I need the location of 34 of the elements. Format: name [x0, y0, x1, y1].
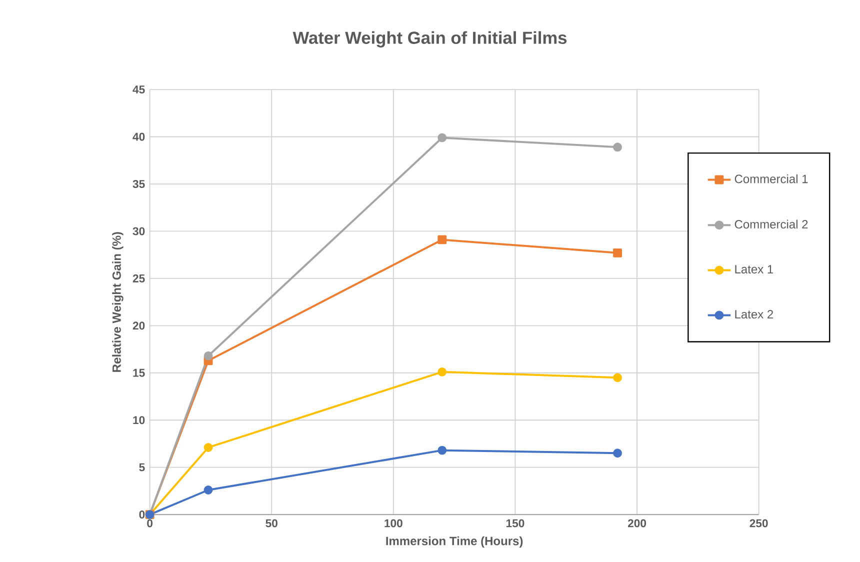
- point: [204, 351, 213, 360]
- y-tick-label: 10: [133, 416, 145, 424]
- point: [204, 443, 213, 452]
- y-tick-label: 40: [132, 132, 145, 141]
- x-tick-label: 250: [750, 519, 768, 528]
- point: [204, 486, 213, 494]
- point: [613, 373, 622, 382]
- x-axis-title: Immersion Time (Hours): [386, 536, 523, 548]
- y-tick-label: 20: [132, 322, 145, 330]
- y-tick-label: 45: [132, 86, 145, 94]
- y-tick-label: 15: [133, 368, 145, 377]
- y-tick-label: 25: [132, 274, 145, 282]
- x-tick-label: 50: [266, 519, 278, 528]
- legend-label: Commercial 2: [734, 220, 808, 229]
- point: [613, 448, 622, 458]
- y-axis-title: Relative Weight Gain (%): [112, 232, 124, 372]
- y-tick-label: 35: [132, 180, 145, 188]
- chart-title: Water Weight Gain of Initial Films: [292, 31, 567, 48]
- y-tick-label: 0: [139, 510, 145, 519]
- y-tick-label: 30: [132, 227, 145, 236]
- point: [438, 235, 447, 244]
- point: [438, 367, 447, 376]
- x-tick-label: 200: [628, 519, 646, 528]
- x-tick-label: 0: [147, 519, 152, 528]
- y-tick-label: 5: [139, 463, 145, 472]
- legend-label: Latex 2: [735, 310, 773, 319]
- x-tick-label: 150: [506, 519, 524, 528]
- legend-label: Latex 1: [735, 265, 774, 274]
- legend-label: Commercial 1: [734, 174, 808, 184]
- point: [438, 133, 447, 142]
- point: [438, 446, 447, 455]
- point: [613, 142, 622, 152]
- point: [613, 248, 622, 258]
- x-tick-label: 100: [384, 519, 402, 528]
